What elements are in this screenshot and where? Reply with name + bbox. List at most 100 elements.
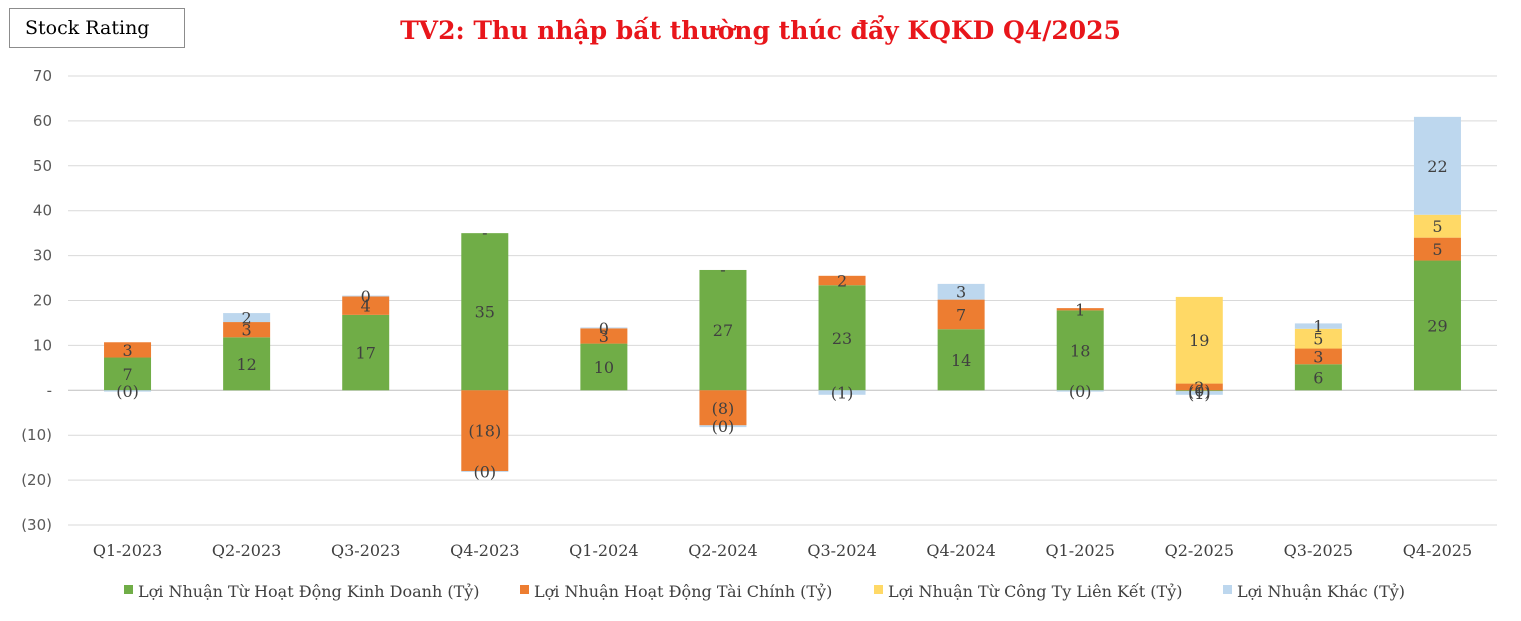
data-label: 0 — [599, 319, 609, 338]
data-label: (1) — [831, 384, 854, 403]
bar-segment — [1413, 214, 1461, 238]
bar-segment — [1175, 296, 1223, 384]
data-label: (8) — [712, 399, 735, 418]
data-label: 23 — [832, 329, 852, 348]
bar-segment — [1294, 323, 1342, 329]
data-label: 2 — [1194, 378, 1204, 397]
bar-segment — [1413, 260, 1461, 391]
data-label: 29 — [1427, 316, 1447, 335]
legend-label: Lợi Nhuận Khác (Tỷ) — [1237, 582, 1405, 601]
data-label: 4 — [361, 297, 371, 316]
bar-segment — [699, 390, 747, 426]
grid-lines — [68, 75, 1497, 526]
data-label: 35 — [475, 303, 495, 322]
data-label: 0 — [361, 287, 371, 306]
bar-segment — [1056, 308, 1104, 311]
bar-segment — [461, 471, 509, 473]
y-tick-label: 40 — [33, 202, 52, 220]
y-tick-label: - — [47, 381, 52, 399]
legend-label: Lợi Nhuận Từ Hoạt Động Kinh Doanh (Tỷ) — [138, 582, 480, 601]
data-label: 19 — [1189, 331, 1209, 350]
x-tick-label: Q1-2024 — [569, 541, 638, 560]
data-label: 10 — [594, 358, 614, 377]
x-tick-label: Q1-2023 — [93, 541, 162, 560]
data-label: - — [482, 223, 487, 242]
y-tick-label: (20) — [21, 471, 52, 489]
bar-segment — [937, 299, 985, 330]
x-tick-label: Q2-2025 — [1165, 541, 1234, 560]
y-tick-label: 30 — [33, 247, 52, 265]
bar-segment — [937, 329, 985, 391]
bar-segment — [580, 328, 628, 344]
bar-segment — [1294, 348, 1342, 365]
bar-segment — [104, 357, 152, 391]
legend-swatch — [874, 585, 883, 594]
y-tick-label: 60 — [33, 112, 52, 130]
data-label: 12 — [236, 355, 256, 374]
data-label: 3 — [956, 283, 966, 302]
bar-segment — [1056, 390, 1104, 392]
bar-segment — [1175, 391, 1223, 395]
bar-segment — [699, 425, 747, 428]
data-label: - — [720, 260, 725, 279]
bar-segment — [461, 233, 509, 391]
bar-segment — [580, 327, 628, 329]
bar-segment — [818, 285, 866, 391]
bar-segment — [699, 269, 747, 391]
x-tick-label: Q3-2023 — [331, 541, 400, 560]
bar-segment — [342, 296, 390, 315]
stock-rating-badge: Stock Rating — [9, 8, 185, 48]
data-label: 7 — [956, 305, 966, 324]
data-label: 6 — [1313, 368, 1323, 387]
x-tick-label: Q1-2025 — [1045, 541, 1114, 560]
bar-segment — [937, 283, 985, 300]
y-tick-label: 50 — [33, 157, 52, 175]
bar-segment — [1413, 237, 1461, 261]
legend-swatch — [520, 585, 529, 594]
legend-swatch — [124, 585, 133, 594]
bars — [104, 116, 1461, 473]
legend-label: Lợi Nhuận Từ Công Ty Liên Kết (Tỷ) — [888, 582, 1182, 601]
y-tick-label: 10 — [33, 336, 52, 354]
bar-segment — [580, 343, 628, 391]
data-label: 7 — [122, 365, 132, 384]
bar-segment — [223, 322, 271, 338]
data-label: (0) — [473, 463, 496, 482]
legend: Lợi Nhuận Từ Hoạt Động Kinh Doanh (Tỷ) Lợ… — [124, 582, 1405, 601]
data-label: 2 — [837, 272, 847, 291]
data-label: 14 — [951, 351, 971, 370]
x-tick-label: Q2-2024 — [688, 541, 757, 560]
bar-segment — [1056, 310, 1104, 391]
data-label: (0) — [1069, 382, 1092, 401]
bar-segment — [342, 295, 390, 297]
data-label: 1 — [1075, 300, 1085, 319]
x-tick-label: Q3-2025 — [1284, 541, 1353, 560]
bar-segment — [104, 342, 152, 358]
bar-segment — [818, 390, 866, 395]
bar-segment — [223, 313, 271, 323]
data-label: 5 — [1313, 330, 1323, 349]
bar-segment — [461, 390, 509, 472]
y-tick-label: (10) — [21, 426, 52, 444]
chart-title: TV2: Thu nhập bất thường thúc đẩy KQKD Q… — [400, 16, 1121, 45]
data-label: (0) — [116, 382, 139, 401]
x-tick-label: Q4-2023 — [450, 541, 519, 560]
y-axis: 70 60 50 40 30 20 10 - (10) (20) (30) — [21, 67, 52, 534]
x-axis: Q1-2023 Q2-2023 Q3-2023 Q4-2023 Q1-2024 Q2-20… — [93, 541, 1472, 560]
bar-segment — [1413, 116, 1461, 215]
bar-segment — [1175, 383, 1223, 391]
data-label: 1 — [1313, 317, 1323, 336]
data-label: 17 — [356, 344, 376, 363]
bar-segment — [104, 390, 152, 392]
y-tick-label: 70 — [33, 67, 52, 85]
bar-segment — [1175, 390, 1223, 392]
legend-swatch — [1223, 585, 1232, 594]
data-label: 27 — [713, 321, 733, 340]
data-label: 2 — [242, 309, 252, 328]
bar-segment — [1294, 328, 1342, 349]
data-label: 3 — [599, 327, 609, 346]
data-label: 5 — [1432, 240, 1442, 259]
data-label: 18 — [1070, 341, 1090, 360]
x-tick-label: Q4-2024 — [926, 541, 995, 560]
